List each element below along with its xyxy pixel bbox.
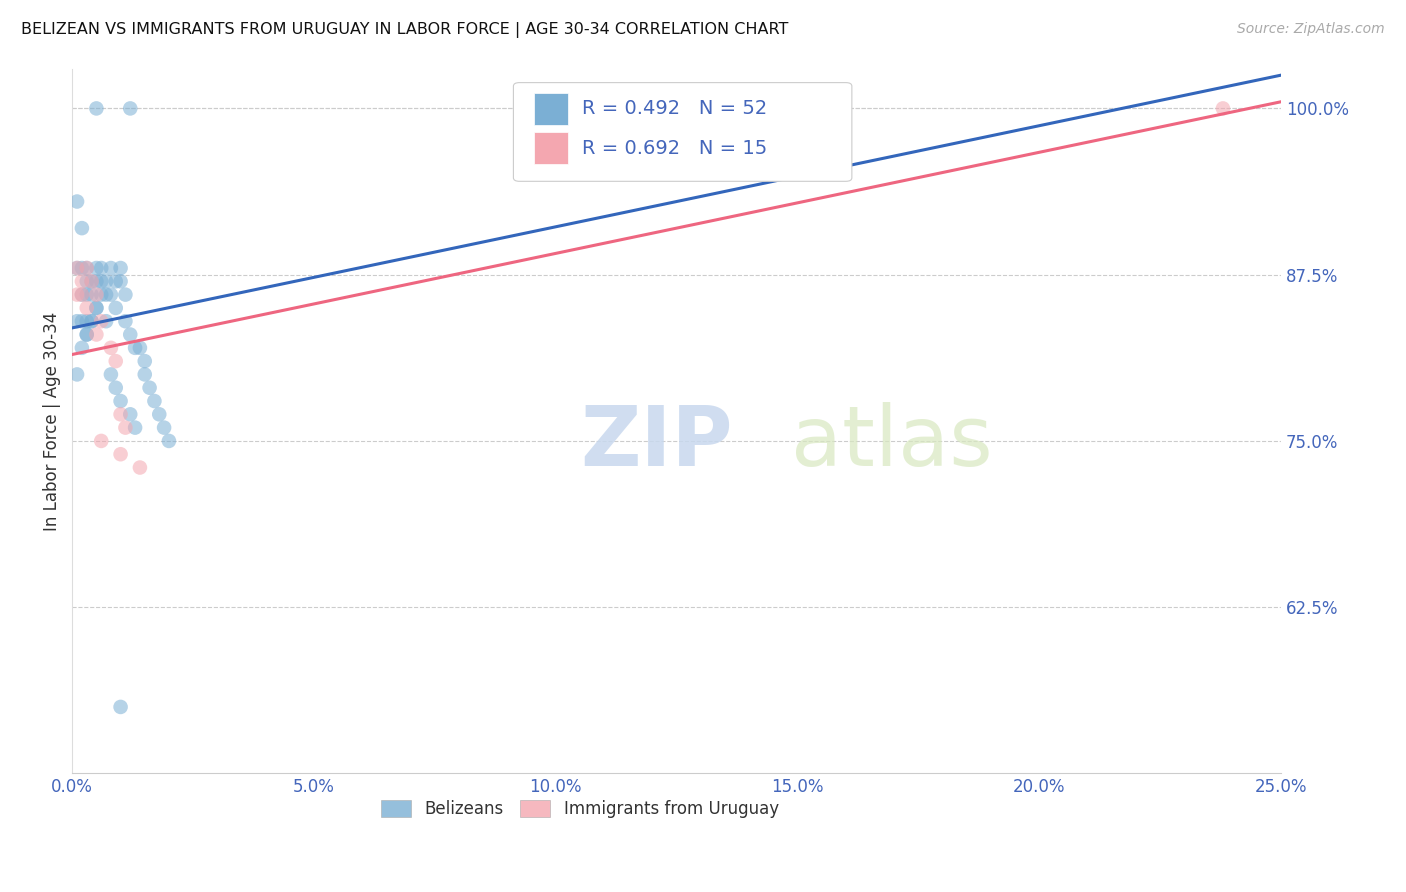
Point [80, 274, 103, 288]
Point [90, 274, 112, 288]
Point [110, 274, 132, 288]
Point [120, 102, 142, 116]
Point [100, 287, 122, 301]
Point [76, 301, 98, 315]
Point [110, 447, 132, 461]
Point [120, 327, 142, 342]
Point [66, 260, 89, 275]
Point [86, 327, 108, 342]
Y-axis label: In Labor Force | Age 30-34: In Labor Force | Age 30-34 [44, 311, 60, 531]
Point [76, 327, 98, 342]
Point [86, 274, 108, 288]
Point [76, 260, 98, 275]
Point [76, 274, 98, 288]
Point [86, 301, 108, 315]
Point [120, 407, 142, 421]
Point [80, 314, 103, 328]
Point [86, 301, 108, 315]
Point [100, 368, 122, 382]
Point [134, 354, 156, 368]
Point [129, 341, 152, 355]
Point [70, 221, 93, 235]
Point [94, 287, 117, 301]
Point [138, 381, 160, 395]
Point [70, 287, 93, 301]
Point [94, 274, 117, 288]
Point [70, 341, 93, 355]
Point [66, 314, 89, 328]
Text: R = 0.692   N = 15: R = 0.692 N = 15 [582, 138, 768, 158]
Point [66, 260, 89, 275]
Text: R = 0.492   N = 52: R = 0.492 N = 52 [582, 99, 768, 119]
Point [1212, 102, 1234, 116]
Point [70, 287, 93, 301]
Text: Source: ZipAtlas.com: Source: ZipAtlas.com [1237, 22, 1385, 37]
Point [124, 341, 146, 355]
Point [90, 260, 112, 275]
Point [143, 394, 166, 409]
Point [148, 407, 170, 421]
Legend: Belizeans, Immigrants from Uruguay: Belizeans, Immigrants from Uruguay [374, 794, 786, 825]
Point [110, 700, 132, 714]
Point [110, 407, 132, 421]
Point [80, 287, 103, 301]
Point [134, 368, 156, 382]
Point [114, 314, 136, 328]
Point [114, 287, 136, 301]
Point [66, 368, 89, 382]
Point [110, 260, 132, 275]
Point [80, 274, 103, 288]
Point [153, 420, 176, 434]
Point [157, 434, 180, 448]
Point [90, 287, 112, 301]
Point [110, 394, 132, 409]
Point [76, 327, 98, 342]
Point [66, 194, 89, 209]
Point [94, 314, 117, 328]
Text: BELIZEAN VS IMMIGRANTS FROM URUGUAY IN LABOR FORCE | AGE 30-34 CORRELATION CHART: BELIZEAN VS IMMIGRANTS FROM URUGUAY IN L… [21, 22, 789, 38]
Point [104, 301, 127, 315]
Point [76, 314, 98, 328]
Bar [534, 93, 568, 125]
Point [100, 260, 122, 275]
FancyBboxPatch shape [513, 83, 852, 181]
Point [104, 381, 127, 395]
Point [100, 341, 122, 355]
Point [66, 287, 89, 301]
Point [86, 102, 108, 116]
Point [76, 287, 98, 301]
Point [86, 287, 108, 301]
Point [114, 420, 136, 434]
Text: atlas: atlas [792, 401, 993, 483]
Point [90, 314, 112, 328]
Point [124, 420, 146, 434]
Point [70, 260, 93, 275]
Point [86, 260, 108, 275]
Point [104, 274, 127, 288]
Point [129, 460, 152, 475]
Point [90, 434, 112, 448]
Point [76, 260, 98, 275]
Point [80, 314, 103, 328]
Text: ZIP: ZIP [579, 401, 733, 483]
Point [70, 314, 93, 328]
Bar [534, 132, 568, 164]
Point [70, 274, 93, 288]
Point [104, 354, 127, 368]
